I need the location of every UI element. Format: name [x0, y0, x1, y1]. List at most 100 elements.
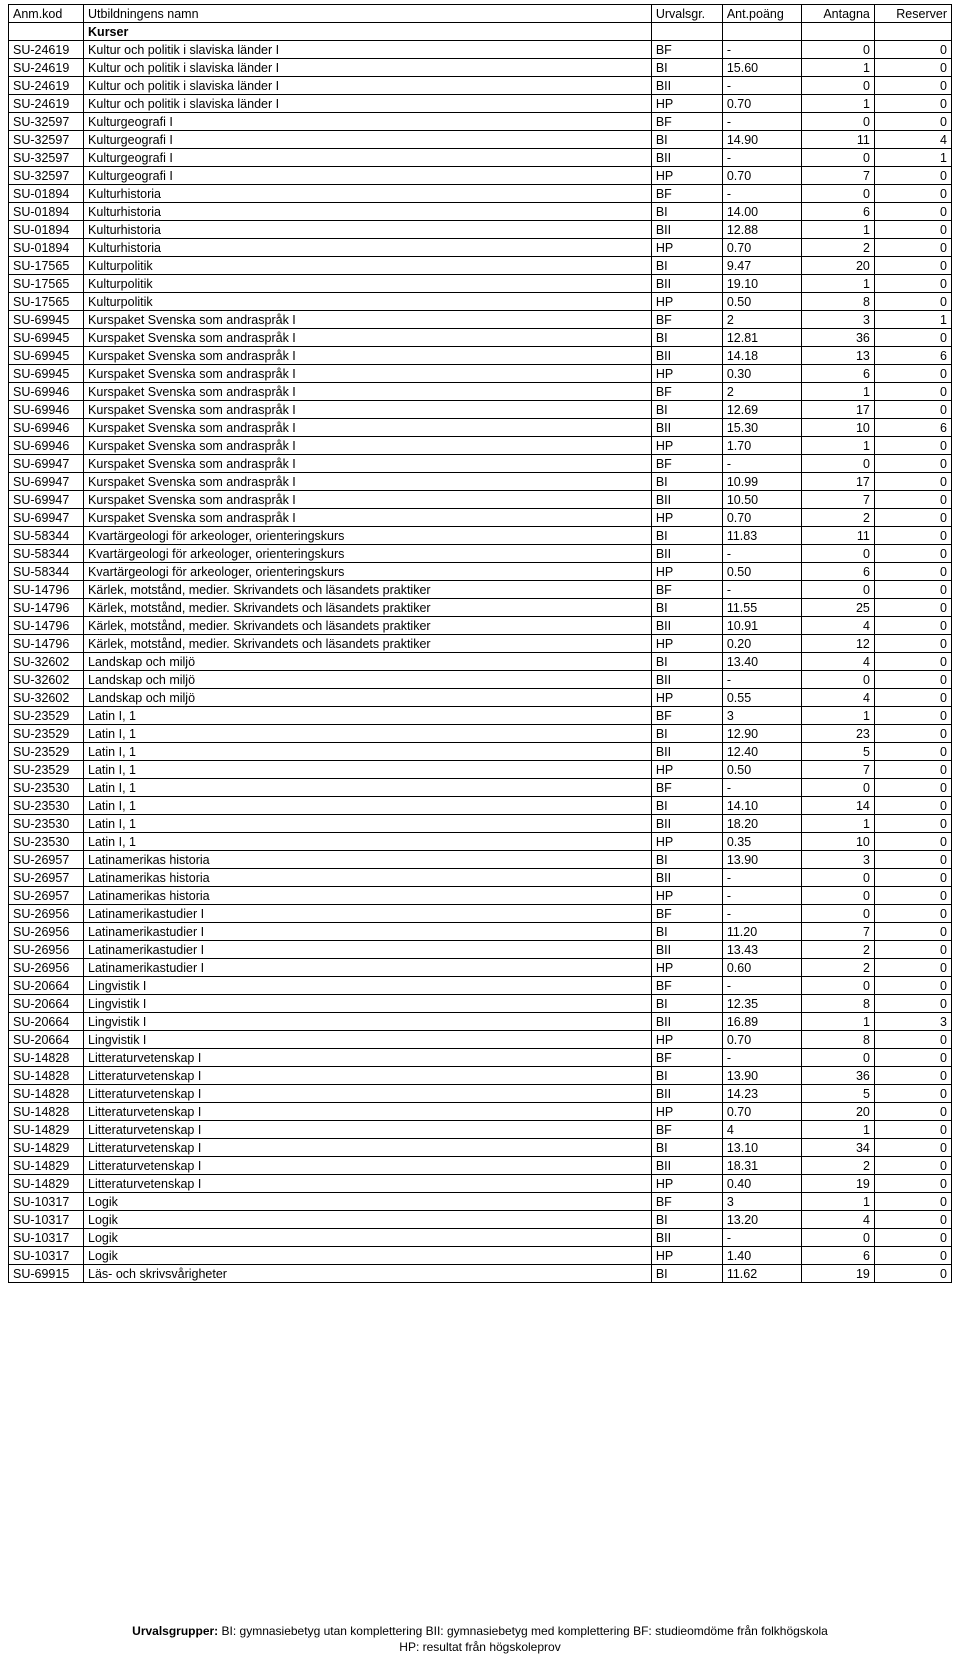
cell-group: HP	[651, 1175, 722, 1193]
table-row: SU-17565KulturpolitikBI9.47200	[9, 257, 952, 275]
cell-points: -	[722, 1229, 801, 1247]
cell-group: BII	[651, 815, 722, 833]
table-row: SU-14828Litteraturvetenskap IBII14.2350	[9, 1085, 952, 1103]
cell-code: SU-14796	[9, 617, 84, 635]
cell-antagna: 0	[801, 869, 874, 887]
cell-reserver: 0	[874, 869, 951, 887]
cell-points: 0.70	[722, 1103, 801, 1121]
cell-name: Kurspaket Svenska som andraspråk I	[84, 491, 652, 509]
table-row: SU-23529Latin I, 1BII12.4050	[9, 743, 952, 761]
cell-name: Latin I, 1	[84, 743, 652, 761]
cell-reserver: 0	[874, 383, 951, 401]
cell-reserver: 6	[874, 347, 951, 365]
table-row: SU-69945Kurspaket Svenska som andraspråk…	[9, 365, 952, 383]
cell-points: 14.00	[722, 203, 801, 221]
header-row: Anm.kod Utbildningens namn Urvalsgr. Ant…	[9, 5, 952, 23]
cell-group: BF	[651, 977, 722, 995]
cell-reserver: 0	[874, 599, 951, 617]
table-row: SU-14796Kärlek, motstånd, medier. Skriva…	[9, 617, 952, 635]
cell-group: BII	[651, 545, 722, 563]
cell-reserver: 0	[874, 707, 951, 725]
cell-code: SU-14829	[9, 1157, 84, 1175]
cell-antagna: 1	[801, 815, 874, 833]
cell-group: BII	[651, 347, 722, 365]
cell-reserver: 0	[874, 833, 951, 851]
cell-group: HP	[651, 959, 722, 977]
cell-reserver: 0	[874, 275, 951, 293]
cell-name: Logik	[84, 1193, 652, 1211]
cell-code: SU-20664	[9, 977, 84, 995]
cell-code: SU-14829	[9, 1175, 84, 1193]
cell-name: Litteraturvetenskap I	[84, 1121, 652, 1139]
cell-group: BF	[651, 311, 722, 329]
cell-antagna: 1	[801, 221, 874, 239]
table-row: SU-23530Latin I, 1BI14.10140	[9, 797, 952, 815]
cell-points: 12.88	[722, 221, 801, 239]
cell-code: SU-32602	[9, 653, 84, 671]
table-row: SU-26956Latinamerikastudier IBII13.4320	[9, 941, 952, 959]
cell-name: Latinamerikastudier I	[84, 923, 652, 941]
cell-points: 0.70	[722, 1031, 801, 1049]
cell-antagna: 0	[801, 905, 874, 923]
cell-points: -	[722, 455, 801, 473]
cell-code: SU-23529	[9, 743, 84, 761]
cell-code: SU-69946	[9, 401, 84, 419]
table-row: SU-69945Kurspaket Svenska som andraspråk…	[9, 311, 952, 329]
cell-group: BII	[651, 419, 722, 437]
cell-antagna: 0	[801, 581, 874, 599]
cell-group: BII	[651, 1157, 722, 1175]
cell-name: Lingvistik I	[84, 1013, 652, 1031]
cell-antagna: 1	[801, 95, 874, 113]
table-row: SU-32597Kulturgeografi IBI14.90114	[9, 131, 952, 149]
cell-antagna: 0	[801, 671, 874, 689]
cell-code: SU-14796	[9, 635, 84, 653]
cell-name: Litteraturvetenskap I	[84, 1103, 652, 1121]
cell-name: Latin I, 1	[84, 797, 652, 815]
cell-group: BII	[651, 275, 722, 293]
cell-reserver: 0	[874, 401, 951, 419]
cell-code: SU-32602	[9, 689, 84, 707]
cell-code: SU-24619	[9, 59, 84, 77]
cell-antagna: 17	[801, 401, 874, 419]
cell-reserver: 3	[874, 1013, 951, 1031]
table-row: SU-69947Kurspaket Svenska som andraspråk…	[9, 473, 952, 491]
cell-points: 13.90	[722, 851, 801, 869]
cell-code: SU-14796	[9, 581, 84, 599]
cell-code: SU-58344	[9, 563, 84, 581]
cell-reserver: 0	[874, 95, 951, 113]
cell-reserver: 0	[874, 1175, 951, 1193]
cell-name: Kvartärgeologi för arkeologer, orienteri…	[84, 563, 652, 581]
cell-reserver: 0	[874, 725, 951, 743]
cell-name: Latin I, 1	[84, 779, 652, 797]
cell-points: 14.18	[722, 347, 801, 365]
cell-points: -	[722, 905, 801, 923]
cell-antagna: 2	[801, 959, 874, 977]
cell-group: HP	[651, 1103, 722, 1121]
cell-code: SU-14828	[9, 1085, 84, 1103]
cell-name: Kurspaket Svenska som andraspråk I	[84, 365, 652, 383]
cell-name: Kultur och politik i slaviska länder I	[84, 59, 652, 77]
cell-group: HP	[651, 1031, 722, 1049]
cell-name: Latin I, 1	[84, 761, 652, 779]
cell-name: Logik	[84, 1229, 652, 1247]
cell-code: SU-01894	[9, 239, 84, 257]
cell-group: BI	[651, 131, 722, 149]
table-row: SU-69946Kurspaket Svenska som andraspråk…	[9, 419, 952, 437]
cell-antagna: 0	[801, 1049, 874, 1067]
cell-antagna: 12	[801, 635, 874, 653]
cell-antagna: 0	[801, 887, 874, 905]
cell-points: -	[722, 671, 801, 689]
table-row: SU-23529Latin I, 1BF310	[9, 707, 952, 725]
cell-code: SU-23530	[9, 779, 84, 797]
table-row: SU-10317LogikBF310	[9, 1193, 952, 1211]
header-name: Utbildningens namn	[84, 5, 652, 23]
table-row: SU-14828Litteraturvetenskap IBI13.90360	[9, 1067, 952, 1085]
cell-name: Kultur och politik i slaviska länder I	[84, 95, 652, 113]
cell-group: BI	[651, 725, 722, 743]
cell-reserver: 0	[874, 1049, 951, 1067]
cell-group: HP	[651, 887, 722, 905]
cell-code: SU-69945	[9, 347, 84, 365]
cell-code: SU-23530	[9, 797, 84, 815]
table-row: SU-23530Latin I, 1HP0.35100	[9, 833, 952, 851]
cell-points: -	[722, 977, 801, 995]
